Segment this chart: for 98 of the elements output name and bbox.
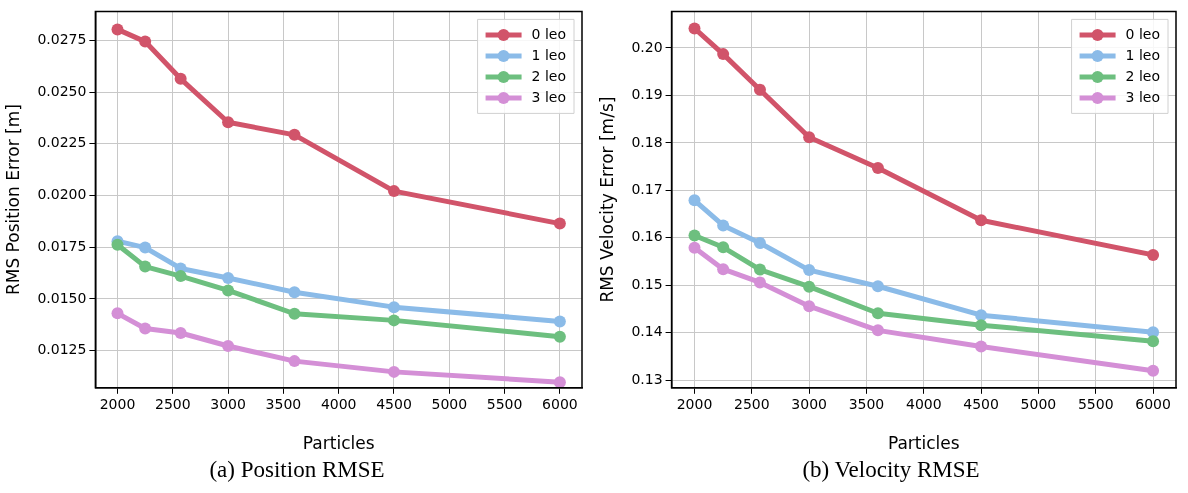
text: (a) Position RMSE	[209, 457, 385, 483]
legend-label: 3 leo	[531, 88, 567, 105]
point	[688, 22, 701, 35]
y-tick-label: 0.16	[631, 228, 663, 245]
x-tick-label: 5500	[1077, 395, 1114, 412]
legend-label: 0 leo	[531, 25, 567, 42]
point	[111, 307, 124, 320]
point	[139, 35, 152, 48]
x-tick-label: 3500	[848, 395, 885, 412]
x-axis-title: Particles	[302, 433, 375, 454]
x-tick-label: 2000	[676, 395, 713, 412]
point	[139, 241, 152, 254]
point	[288, 307, 301, 320]
legend-label: 1 leo	[531, 46, 567, 63]
y-tick-label: 0.0275	[37, 30, 87, 47]
point	[871, 307, 884, 320]
y-tick-label: 0.18	[631, 133, 663, 150]
legend-label: 1 leo	[1125, 46, 1161, 63]
y-tick-label: 0.19	[631, 86, 663, 103]
point	[717, 48, 730, 61]
x-tick-label: 2500	[734, 395, 770, 412]
point	[688, 241, 701, 254]
y-tick-label: 0.0200	[37, 186, 87, 203]
y-axis-title: RMS Position Error [m]	[2, 104, 23, 296]
point	[387, 365, 400, 378]
point	[871, 324, 884, 337]
point	[753, 263, 766, 276]
x-tick-label: 6000	[1135, 395, 1171, 412]
point	[717, 219, 730, 232]
x-tick-label: 2500	[154, 395, 191, 412]
point	[803, 264, 816, 277]
x-tick-label: 3000	[791, 395, 827, 412]
text: (b) Velocity RMSE	[802, 457, 980, 483]
y-tick-label: 0.0225	[37, 134, 87, 151]
point	[222, 340, 235, 353]
x-tick-label: 4500	[376, 395, 412, 412]
x-tick-label: 6000	[542, 395, 578, 412]
point	[288, 286, 301, 299]
point	[288, 355, 301, 368]
point	[803, 300, 816, 313]
point	[975, 319, 988, 332]
x-tick-label: 5000	[431, 395, 468, 412]
point	[1147, 335, 1160, 348]
point	[975, 214, 988, 227]
x-tick-label: 3500	[265, 395, 302, 412]
y-tick-label: 0.14	[631, 323, 663, 340]
y-tick-label: 0.0150	[37, 289, 87, 306]
y-tick-label: 0.13	[631, 370, 663, 387]
y-tick-label: 0.0250	[37, 82, 87, 99]
y-tick-label: 0.17	[631, 180, 663, 197]
x-tick-label: 5500	[486, 395, 523, 412]
point	[803, 280, 816, 293]
x-tick-label: 5000	[1020, 395, 1057, 412]
point	[553, 217, 566, 230]
point	[222, 116, 235, 129]
point	[553, 330, 566, 343]
y-tick-label: 0.20	[631, 38, 663, 55]
point	[139, 260, 152, 273]
point	[717, 241, 730, 254]
point	[174, 327, 187, 339]
point	[222, 284, 235, 297]
point	[111, 23, 124, 36]
x-axis-title: Particles	[887, 433, 960, 454]
point	[753, 276, 766, 289]
point	[387, 314, 400, 327]
point	[553, 315, 566, 328]
legend-label: 2 leo	[1125, 67, 1161, 84]
y-tick-label: 0.0175	[37, 237, 87, 254]
point	[387, 185, 400, 198]
point	[688, 229, 701, 242]
point	[288, 128, 301, 141]
y-tick-label: 0.15	[631, 275, 663, 292]
legend-label: 0 leo	[1125, 25, 1161, 42]
point	[174, 270, 187, 283]
point	[688, 194, 701, 207]
point	[1147, 364, 1160, 377]
point	[139, 322, 152, 335]
point	[753, 83, 766, 96]
x-tick-label: 4000	[905, 395, 942, 412]
point	[753, 237, 766, 250]
point	[222, 271, 235, 284]
x-tick-label: 4000	[320, 395, 357, 412]
x-tick-label: 2000	[99, 395, 136, 412]
y-tick-label: 0.0125	[37, 341, 87, 358]
point	[717, 263, 730, 276]
x-tick-label: 4500	[963, 395, 999, 412]
y-axis-title: RMS Velocity Error [m/s]	[596, 96, 617, 303]
legend-label: 2 leo	[531, 67, 567, 84]
point	[871, 280, 884, 293]
point	[975, 340, 988, 353]
point	[1147, 248, 1160, 261]
point	[871, 162, 884, 175]
point	[553, 376, 566, 388]
point	[387, 301, 400, 314]
legend-label: 3 leo	[1125, 88, 1161, 105]
point	[174, 72, 187, 85]
point	[803, 131, 816, 144]
x-tick-label: 3000	[210, 395, 246, 412]
